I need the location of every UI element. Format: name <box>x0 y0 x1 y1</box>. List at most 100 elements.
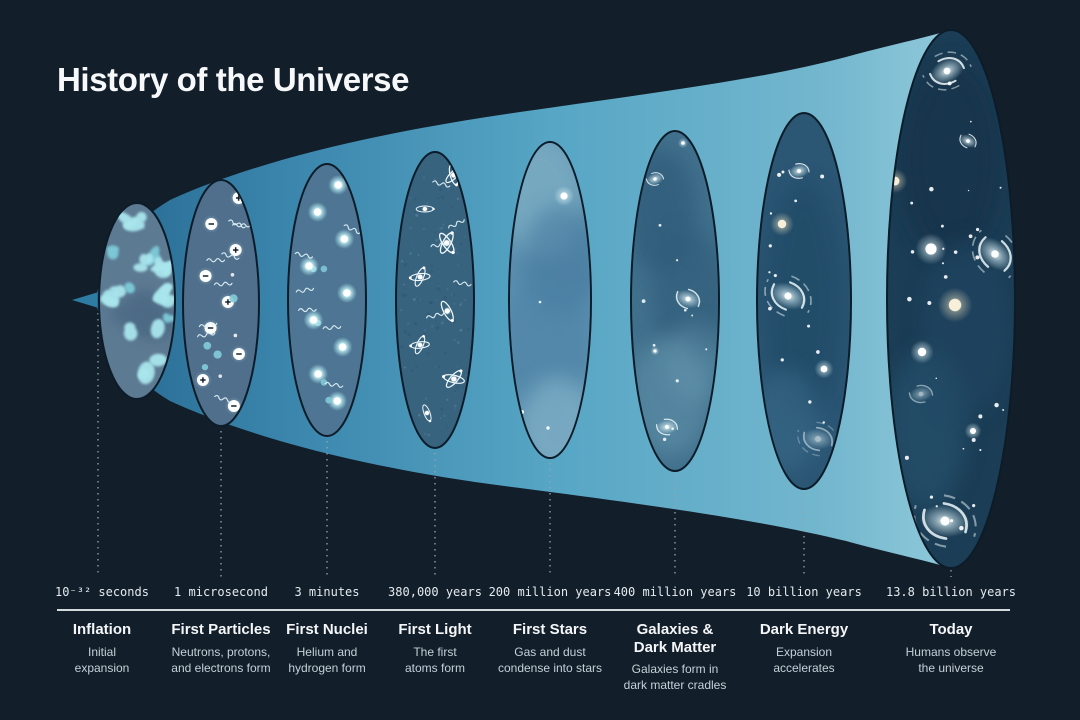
spiral-galaxy-icon <box>655 418 679 436</box>
texture-speck <box>403 366 406 369</box>
stage-title-line: First Stars <box>512 621 588 638</box>
texture-speck <box>429 301 434 305</box>
stage-timestamp-today: 13.8 billion years <box>885 585 1017 599</box>
stage-description: Initial expansion <box>47 645 157 677</box>
photon-squiggle-icon <box>295 287 315 293</box>
photon-squiggle-icon <box>453 280 472 287</box>
stage-art-inflation <box>100 211 174 385</box>
texture-speck <box>425 396 428 400</box>
star-icon <box>917 347 927 357</box>
quantum-blob-icon <box>162 313 174 323</box>
nucleus-icon <box>328 175 349 195</box>
texture-speck <box>426 201 429 205</box>
star-icon <box>768 306 772 311</box>
gas-cloud <box>665 321 718 401</box>
texture-speck <box>430 270 434 274</box>
star-icon <box>962 447 965 450</box>
star-icon <box>768 271 771 274</box>
texture-speck <box>426 352 430 355</box>
dark-patch <box>109 300 151 327</box>
texture-speck <box>450 293 454 297</box>
atom-icon <box>409 334 430 355</box>
stage-timestamp-inflation: 10⁻³² seconds <box>55 585 149 599</box>
texture-speck <box>445 426 448 429</box>
texture-speck <box>435 319 438 322</box>
stage-title-line: Today <box>929 621 973 638</box>
gas-cloud <box>922 239 1010 419</box>
charged-particle-icon <box>193 371 212 389</box>
texture-speck <box>417 254 420 257</box>
quantum-blob-icon <box>137 368 150 380</box>
nucleus-icon <box>299 256 320 276</box>
photon-squiggle-icon <box>430 242 449 248</box>
texture-speck <box>441 195 445 200</box>
photon-squiggle-icon <box>206 258 226 263</box>
texture-speck <box>401 293 406 298</box>
texture-speck <box>436 287 441 291</box>
star-icon <box>904 455 909 460</box>
stage-timestamp-dark-energy: 10 billion years <box>746 585 862 599</box>
texture-speck <box>413 211 417 214</box>
star-icon <box>978 414 983 419</box>
texture-speck <box>413 322 418 326</box>
star-icon <box>1002 409 1005 411</box>
texture-speck <box>443 351 447 354</box>
star-icon <box>975 255 980 260</box>
photon-squiggle-icon <box>197 332 216 338</box>
stage-art-today <box>888 51 1014 548</box>
texture-speck <box>440 407 444 411</box>
texture-speck <box>403 262 408 267</box>
texture-speck <box>438 187 443 192</box>
star-icon <box>950 519 954 523</box>
texture-speck <box>456 366 458 368</box>
quantum-blob-icon <box>139 253 154 267</box>
texture-speck <box>403 330 408 334</box>
texture-speck <box>465 374 468 377</box>
quantum-blob-icon <box>131 211 147 223</box>
star-icon <box>769 212 773 215</box>
spiral-galaxy-icon <box>908 384 934 404</box>
texture-speck <box>443 295 447 300</box>
stage-description-line: The first <box>413 644 457 659</box>
charged-particle-icon <box>202 215 221 233</box>
nucleus-icon <box>336 283 357 303</box>
texture-speck <box>454 408 456 411</box>
stage-description-line: the universe <box>918 660 984 675</box>
helium-dot-icon <box>320 265 328 273</box>
texture-speck <box>409 197 412 200</box>
stage-label-galaxies-dark-matter: Galaxies & Dark Matter Galaxies form in da… <box>607 621 743 694</box>
star-icon <box>230 272 235 277</box>
stage-description-line: atoms form <box>404 660 465 675</box>
stage-title: First Light <box>380 621 490 639</box>
star-icon <box>925 243 937 255</box>
stage-description: Gas and dust condense into stars <box>487 645 613 677</box>
stage-title-line: First Nuclei <box>286 621 368 638</box>
texture-speck <box>435 326 440 330</box>
stage-title-line: Dark Energy <box>759 621 849 638</box>
star-icon <box>820 365 828 373</box>
stage-description-line: and electrons form <box>171 660 271 675</box>
star-icon <box>820 174 825 179</box>
neutrino-dot-icon <box>229 294 238 303</box>
atom-icon <box>442 369 465 388</box>
stage-timestamp-first-light: 380,000 years <box>388 585 482 599</box>
texture-speck <box>414 270 418 273</box>
texture-speck <box>438 227 442 231</box>
texture-speck <box>435 298 438 301</box>
star-icon <box>777 172 782 177</box>
texture-speck <box>435 239 438 242</box>
star-icon <box>675 379 679 383</box>
texture-speck <box>427 433 431 437</box>
stage-description-line: hydrogen form <box>288 660 366 675</box>
texture-speck <box>402 283 405 286</box>
photon-squiggle-icon <box>448 219 465 229</box>
spiral-galaxy-icon <box>764 275 812 317</box>
star-icon <box>999 186 1002 189</box>
star-icon <box>683 308 687 312</box>
texture-speck <box>464 299 466 302</box>
timeline-rule <box>57 609 1010 611</box>
texture-speck <box>400 259 404 263</box>
star-icon <box>822 421 825 424</box>
stage-title: Today <box>888 621 1014 639</box>
